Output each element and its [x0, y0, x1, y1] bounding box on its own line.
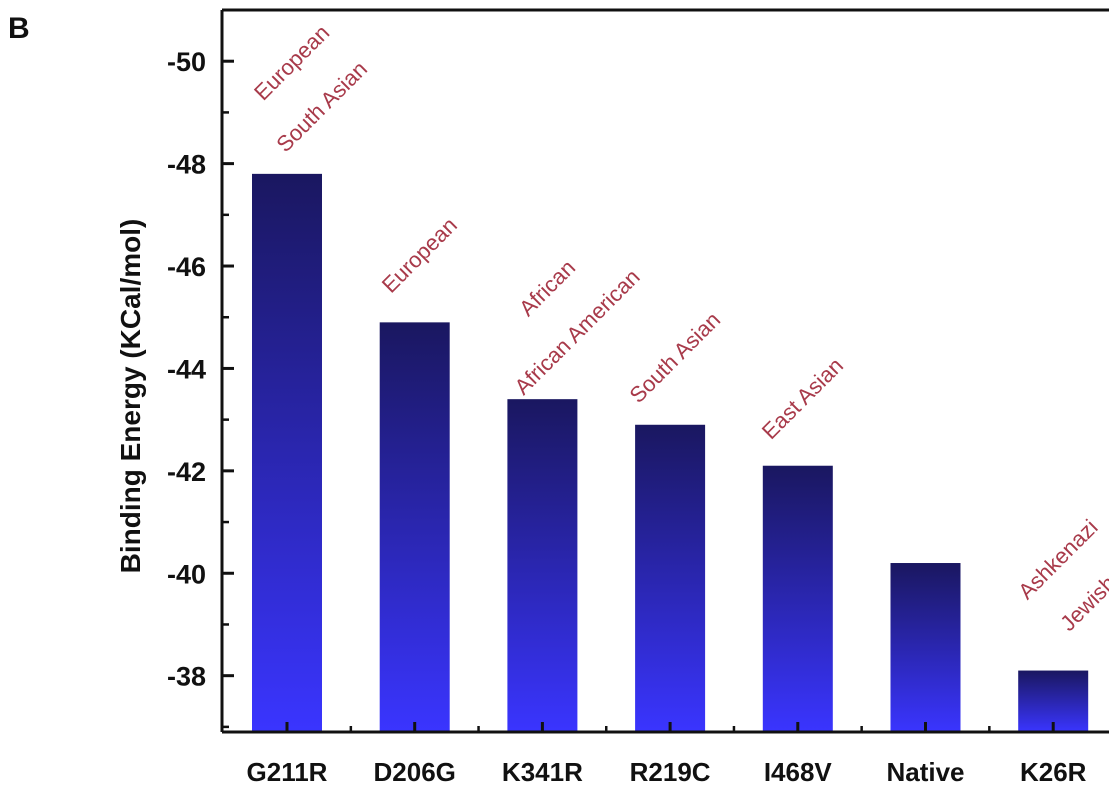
- bar-i468v: [762, 465, 833, 732]
- y-tick-label: -38: [167, 662, 206, 692]
- bar-annotation: African: [514, 255, 580, 321]
- bar-k341r: [507, 399, 578, 732]
- bar-annotation: Jewish: [1055, 571, 1109, 636]
- bar-d206g: [379, 322, 450, 732]
- x-tick-label: K26R: [1020, 757, 1087, 787]
- bar-k26r: [1018, 670, 1089, 732]
- bar-g211r: [252, 173, 322, 732]
- y-tick-label: -42: [167, 457, 206, 487]
- bar-annotation: European: [377, 212, 462, 297]
- x-tick-label: I468V: [764, 757, 833, 787]
- x-tick-label: K341R: [502, 757, 583, 787]
- bar-annotation: South Asian: [624, 307, 725, 408]
- x-tick-label: D206G: [374, 757, 456, 787]
- x-tick-label: G211R: [247, 757, 328, 787]
- x-tick-label: Native: [886, 757, 964, 787]
- y-axis-label: Binding Energy (KCal/mol): [115, 219, 146, 574]
- y-tick-label: -44: [167, 354, 206, 384]
- y-tick-label: -40: [167, 559, 206, 589]
- bar-annotation: East Asian: [757, 353, 848, 444]
- panel-label: B: [8, 12, 30, 45]
- bar-r219c: [635, 424, 706, 732]
- y-tick-label: -50: [167, 47, 206, 77]
- bar-annotation: African American: [509, 264, 644, 399]
- y-tick-label: -46: [167, 252, 206, 282]
- x-tick-label: R219C: [630, 757, 711, 787]
- y-tick-label: -48: [167, 150, 206, 180]
- bar-native: [890, 563, 961, 732]
